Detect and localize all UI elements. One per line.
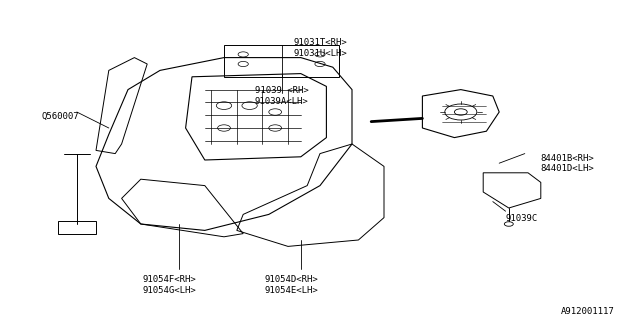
Text: Q560007: Q560007 xyxy=(42,112,79,121)
Text: 91054F<RH>
91054G<LH>: 91054F<RH> 91054G<LH> xyxy=(143,275,196,295)
Text: 91054D<RH>
91054E<LH>: 91054D<RH> 91054E<LH> xyxy=(264,275,318,295)
Text: 84401B<RH>
84401D<LH>: 84401B<RH> 84401D<LH> xyxy=(541,154,595,173)
Text: 91031T<RH>
91031U<LH>: 91031T<RH> 91031U<LH> xyxy=(293,38,347,58)
Text: A912001117: A912001117 xyxy=(561,307,614,316)
Text: 91039 <RH>
91039A<LH>: 91039 <RH> 91039A<LH> xyxy=(255,86,308,106)
Text: 91039C: 91039C xyxy=(506,214,538,223)
